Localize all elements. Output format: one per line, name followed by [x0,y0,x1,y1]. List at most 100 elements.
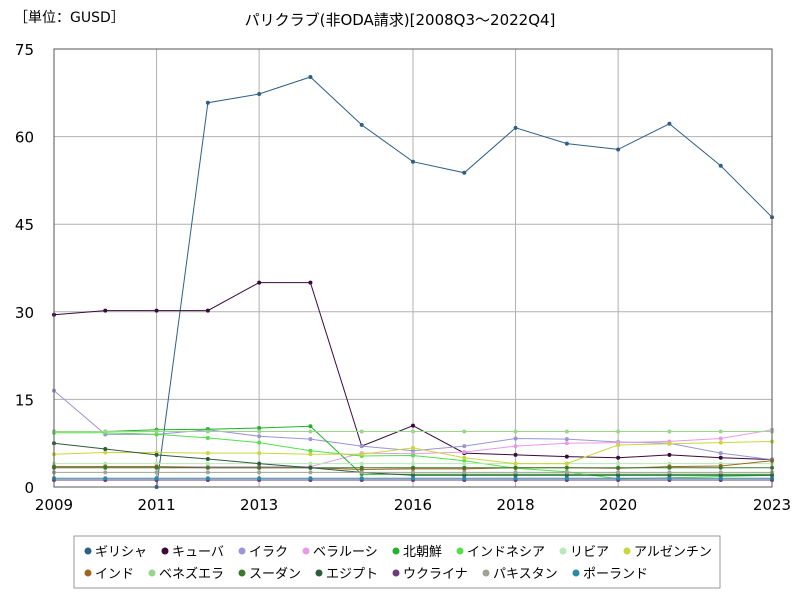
data-point [616,455,621,460]
data-point [513,465,518,470]
y-tick-label: 15 [15,391,34,409]
data-point [564,470,569,475]
data-point [513,125,518,130]
data-point [154,461,159,466]
legend-label: ベラルーシ [313,545,378,560]
x-tick-label: 2009 [35,496,73,514]
legend-label: キューバ [172,545,224,560]
series-6 [52,461,774,466]
data-point [154,429,159,434]
legend-item: イラク [238,545,288,560]
data-point [154,465,159,470]
y-tick-label: 30 [15,304,34,322]
legend-item: アルゼンチン [623,545,712,560]
data-point [205,429,210,434]
data-point [205,470,210,475]
data-point [667,429,672,434]
legend-label: 北朝鮮 [403,545,442,560]
x-tick-label: 2023 [753,496,791,514]
data-point [257,280,262,285]
data-point [308,452,313,457]
data-point [154,308,159,313]
legend-label: スーダン [249,567,301,582]
data-point [411,159,415,164]
data-point [103,447,108,452]
x-tick-label: 2011 [137,496,175,514]
data-point [462,458,467,463]
data-point [462,455,467,460]
series-13 [52,470,774,475]
legend-item: スーダン [238,567,301,582]
series-9 [52,429,774,434]
data-point [513,473,518,478]
series-0 [154,75,774,489]
data-point [308,429,313,434]
data-point [667,452,672,457]
data-point [718,451,723,456]
data-point [257,434,262,439]
data-point [667,121,672,126]
data-point [616,473,621,478]
data-point [205,435,210,440]
data-point [257,426,262,431]
data-point [667,470,672,475]
data-point [411,473,415,478]
legend-item: リビア [559,545,609,560]
data-point [308,280,313,285]
data-point [667,473,672,478]
data-point [205,461,210,466]
data-point [564,461,569,466]
data-point [308,424,313,429]
data-point [462,465,467,470]
data-point [718,455,723,460]
data-point [411,453,415,458]
data-point [308,437,313,442]
legend-marker [572,569,580,577]
data-point [257,440,262,445]
data-point [154,470,159,475]
legend-label: ポーランド [583,567,648,582]
legend-marker [84,547,92,555]
data-point [205,465,210,470]
data-point [205,451,210,456]
data-point [308,448,313,453]
data-point [411,448,415,453]
data-point [359,470,364,475]
y-tick-label: 0 [24,479,34,497]
data-point [616,147,621,152]
data-point [462,461,467,466]
data-point [616,429,621,434]
data-point [718,473,723,478]
legend-marker [84,569,92,577]
legend-item: エジプト [315,567,378,582]
data-point [154,432,159,437]
data-point [411,423,415,428]
data-point [359,429,364,434]
data-point [103,465,108,470]
legend-item: キューバ [161,545,224,560]
data-point [359,465,364,470]
data-point [103,470,108,475]
y-axis-ticks: 0 15 30 45 60 75 [15,41,34,497]
legend-marker [392,547,400,555]
data-point [462,476,467,481]
legend-label: ウクライナ [403,567,468,582]
legend-item: ポーランド [572,567,648,582]
data-point [359,461,364,466]
data-point [103,476,108,481]
data-point [411,461,415,466]
data-point [103,308,108,313]
series-14 [52,476,774,481]
data-point [359,452,364,457]
legend-label: パキスタン [493,567,558,582]
data-point [564,473,569,478]
data-point [103,450,108,455]
data-point [308,470,313,475]
data-point [359,476,364,481]
data-point [616,442,621,447]
legend-marker [148,569,156,577]
legend-item: ベラルーシ [302,545,378,560]
